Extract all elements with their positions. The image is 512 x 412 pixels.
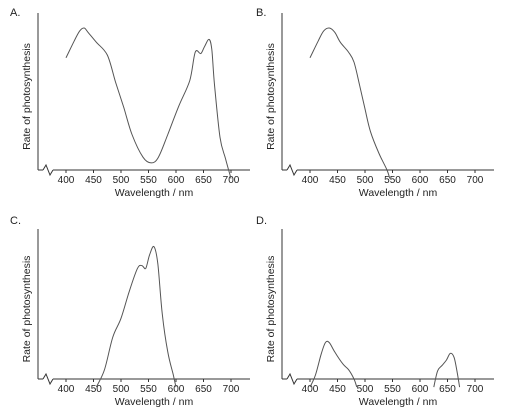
y-axis-title: Rate of photosynthesis <box>265 256 277 363</box>
panel-3: C. 400 450 500 550 600 650 700 Wavelength / nm Ra… <box>10 215 250 408</box>
x-tick-label: 500 <box>113 384 130 395</box>
x-tick-label: 400 <box>58 384 75 395</box>
y-axis-title: Rate of photosynthesis <box>265 43 277 150</box>
series-line-1 <box>95 245 177 388</box>
series-line-1 <box>309 340 358 388</box>
panel-1: A. 400 450 500 550 600 650 700 Wavelength / nm Ra… <box>10 7 250 199</box>
x-tick-label: 450 <box>329 384 346 395</box>
panel-2: B. 400 450 500 550 600 650 700 Wavelength / nm Ra… <box>256 7 494 199</box>
axis-break <box>286 372 298 386</box>
x-axis-title: Wavelength / nm <box>115 396 194 408</box>
x-tick-label: 700 <box>467 384 484 395</box>
axis-break <box>286 163 298 177</box>
x-tick-label: 550 <box>384 175 401 186</box>
y-axis-title: Rate of photosynthesis <box>21 256 33 363</box>
x-tick-label: 600 <box>412 175 429 186</box>
x-axis-title: Wavelength / nm <box>115 187 194 199</box>
x-axis-title: Wavelength / nm <box>359 396 438 408</box>
panel-4: D. 400 450 500 550 600 650 700 Wavelength / nm Ra… <box>256 215 494 408</box>
x-tick-label: 450 <box>85 175 102 186</box>
x-tick-label: 450 <box>329 175 346 186</box>
panel-label: B. <box>256 7 266 19</box>
x-tick-label: 500 <box>357 175 374 186</box>
x-tick-label: 650 <box>195 384 212 395</box>
x-tick-label: 650 <box>439 384 456 395</box>
x-tick-label: 600 <box>168 384 185 395</box>
x-tick-label: 700 <box>223 384 240 395</box>
x-tick-label: 500 <box>357 384 374 395</box>
x-tick-label: 600 <box>412 384 429 395</box>
axis-break <box>42 372 54 386</box>
x-tick-label: 500 <box>113 175 130 186</box>
y-axis-title: Rate of photosynthesis <box>21 43 33 150</box>
x-tick-label: 400 <box>302 175 319 186</box>
panel-label: D. <box>256 215 267 227</box>
x-tick-label: 600 <box>168 175 185 186</box>
x-tick-label: 650 <box>195 175 212 186</box>
x-tick-label: 550 <box>140 384 157 395</box>
x-tick-label: 450 <box>85 384 102 395</box>
x-tick-label: 550 <box>384 384 401 395</box>
panel-label: A. <box>10 7 20 19</box>
axis-break <box>42 163 54 177</box>
series-line-1 <box>65 27 232 179</box>
panel-label: C. <box>10 215 21 227</box>
series-line-1 <box>309 27 391 179</box>
x-axis-title: Wavelength / nm <box>359 187 438 199</box>
x-tick-label: 650 <box>439 175 456 186</box>
x-tick-label: 700 <box>467 175 484 186</box>
x-tick-label: 400 <box>302 384 319 395</box>
series-line-2 <box>433 352 461 388</box>
x-tick-label: 700 <box>223 175 240 186</box>
x-tick-label: 400 <box>58 175 75 186</box>
x-tick-label: 550 <box>140 175 157 186</box>
